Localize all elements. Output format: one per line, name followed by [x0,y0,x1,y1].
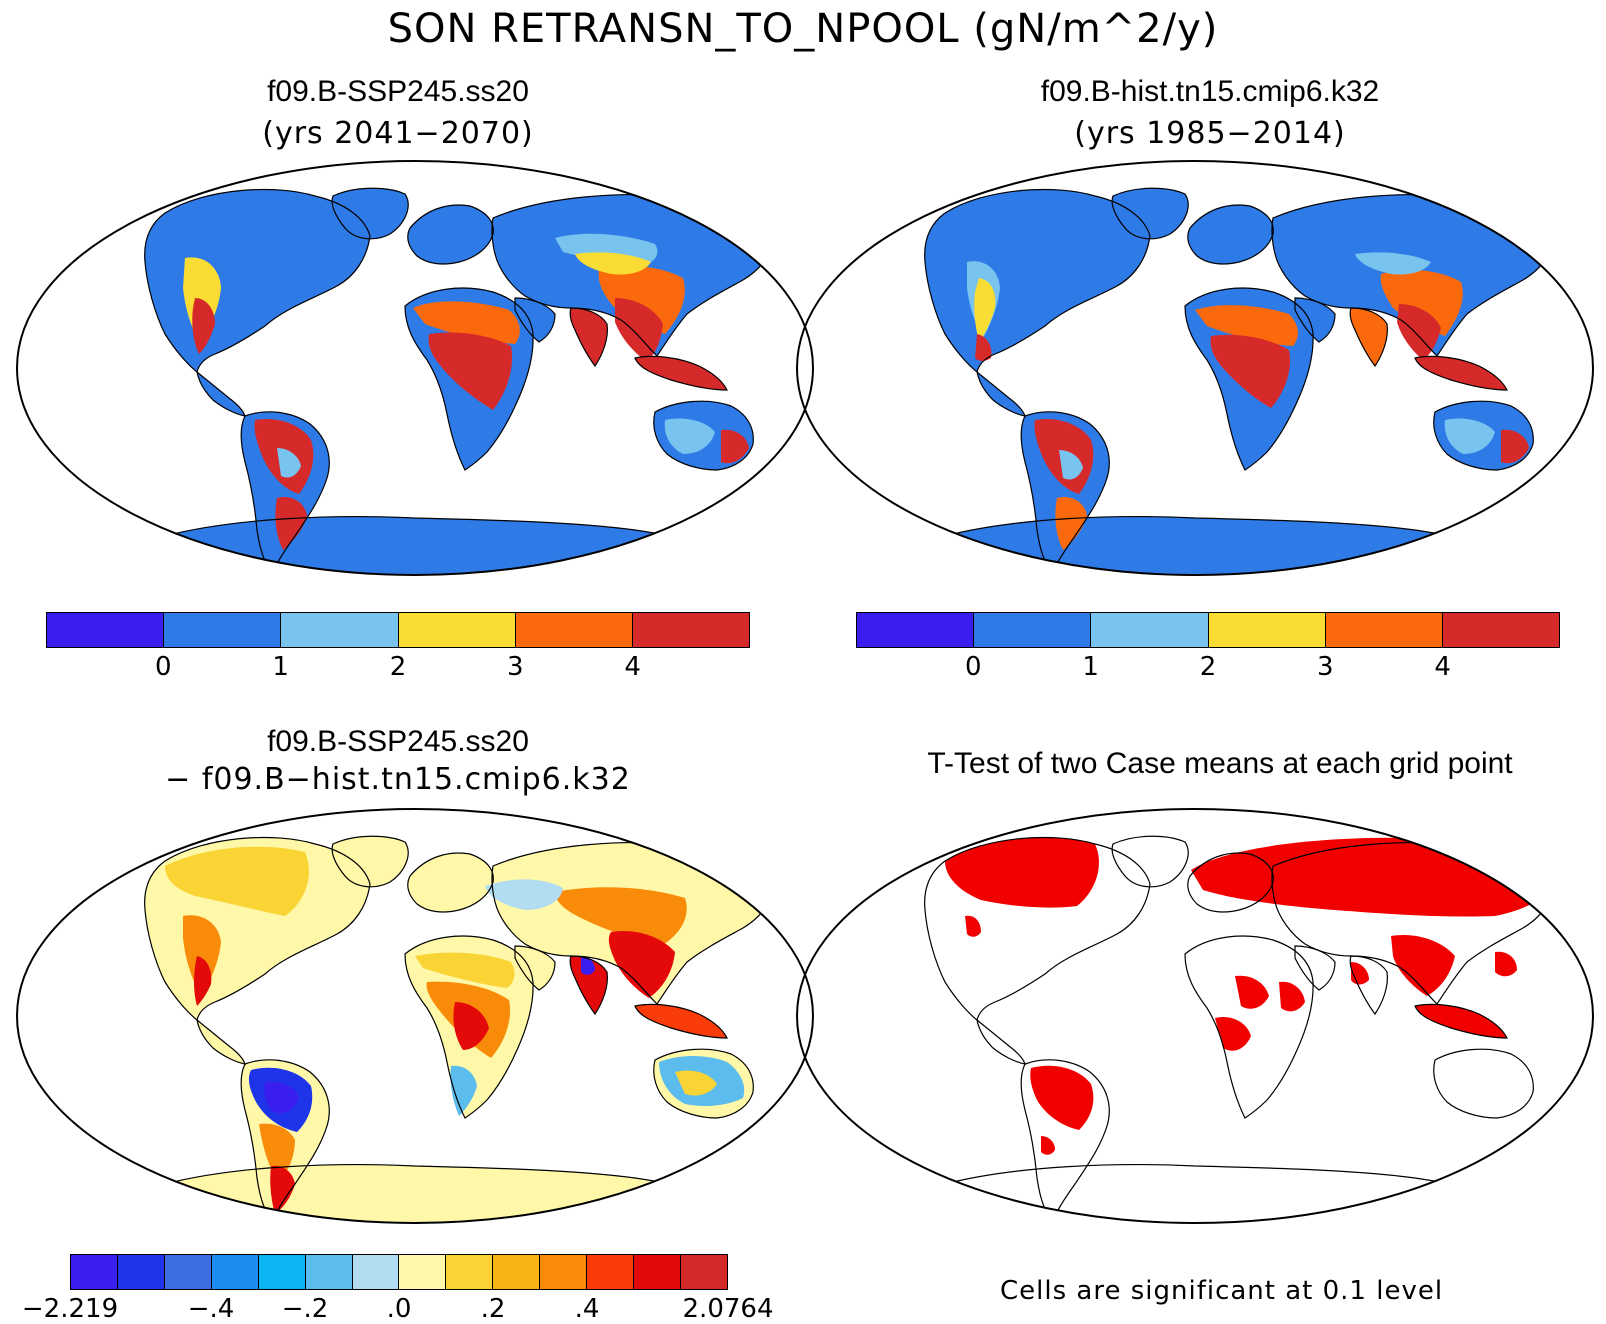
colorbar-tick-label: 2 [389,652,407,682]
colorbar-tick-label: −.4 [187,1294,235,1324]
panel-subtitle-top-left: (yrs 2041−2070) [262,116,534,151]
colorbar-tick-label: 0 [965,652,982,682]
colorbar-tick-label: 1 [272,652,289,682]
colorbar-swatch [398,613,516,647]
figure-title: SON RETRANSN_TO_NPOOL (gN/m^2/y) [387,6,1219,52]
colorbar-swatch [71,1255,118,1289]
panel-subtitle-bottom-left: − f09.B−hist.tn15.cmip6.k32 [165,762,631,797]
colorbar-tick-label: 3 [1317,652,1334,682]
panel-title-bottom-right: T-Test of two Case means at each grid po… [927,747,1513,780]
colorbar-swatch [493,1255,541,1289]
colorbar-tick-label: 3 [507,652,524,682]
colorbar-swatch [1325,613,1443,647]
colorbar-tick-label: 1 [1082,652,1099,682]
panel-title-top-left: f09.B-SSP245.ss20 [267,75,529,108]
colorbar-swatch [857,613,975,647]
colorbar-tick-label: .0 [386,1294,412,1324]
colorbar-swatch [634,1255,681,1289]
panel-title-bottom-left: f09.B-SSP245.ss20 [267,725,529,758]
colorbar-tick-label: .2 [480,1294,506,1324]
colorbar-tick-label: −.2 [281,1294,329,1324]
colorbar-swatch [1208,613,1326,647]
colorbar-tick-label: 0 [155,652,172,682]
map-bottom-left [16,808,814,1224]
panel-title-top-right: f09.B-hist.tn15.cmip6.k32 [1040,75,1380,108]
colorbar-swatch [258,1255,306,1289]
colorbar-swatch [399,1255,447,1289]
colorbar-top-left [46,612,750,648]
colorbar-swatch [352,1255,400,1289]
significance-note: Cells are significant at 0.1 level [1000,1276,1444,1306]
colorbar-swatch [117,1255,165,1289]
colorbar-swatch [164,613,282,647]
colorbar-bottom-left [70,1254,728,1290]
map-top-right [796,160,1594,576]
colorbar-tick-label: .4 [574,1294,600,1324]
colorbar-swatch [515,613,633,647]
colorbar-tick-label: 2.0764 [682,1294,774,1324]
colorbar-swatch [632,613,750,647]
colorbar-tick-label: −2.219 [21,1294,119,1324]
colorbar-swatch [540,1255,588,1289]
map-bottom-right [796,808,1594,1224]
colorbar-swatch [587,1255,635,1289]
colorbar-swatch [281,613,399,647]
colorbar-swatch [1091,613,1209,647]
map-top-left [16,160,814,576]
colorbar-swatch [211,1255,259,1289]
colorbar-swatch [47,613,165,647]
colorbar-swatch [305,1255,353,1289]
colorbar-tick-label: 2 [1199,652,1217,682]
colorbar-swatch [1442,613,1560,647]
colorbar-tick-label: 4 [1434,652,1451,682]
panel-subtitle-top-right: (yrs 1985−2014) [1074,116,1346,151]
colorbar-swatch [974,613,1092,647]
colorbar-swatch [164,1255,212,1289]
colorbar-swatch [446,1255,494,1289]
colorbar-swatch [680,1255,727,1289]
colorbar-tick-label: 4 [624,652,641,682]
colorbar-top-right [856,612,1560,648]
